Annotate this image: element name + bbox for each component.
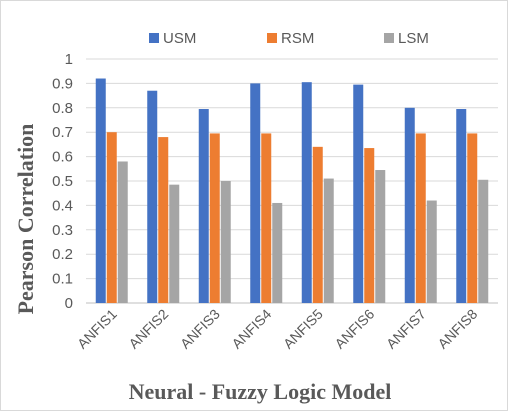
bars xyxy=(95,78,489,304)
bar-usm-anfis2 xyxy=(147,90,158,303)
bar-lsm-anfis8 xyxy=(478,179,489,303)
legend-label-lsm: LSM xyxy=(398,30,429,47)
y-tick-label: 0.3 xyxy=(52,222,73,239)
x-tick-label: ANFIS4 xyxy=(228,306,274,352)
x-tick-label: ANFIS2 xyxy=(125,306,171,352)
bar-lsm-anfis5 xyxy=(323,178,334,303)
legend: USM RSM LSM xyxy=(149,30,429,47)
y-tick-label: 0.1 xyxy=(52,271,73,288)
x-tick-label: ANFIS3 xyxy=(177,306,223,352)
legend-label-usm: USM xyxy=(163,30,196,47)
bar-rsm-anfis5 xyxy=(312,146,323,303)
bar-usm-anfis5 xyxy=(301,82,312,304)
y-tick-label: 0.7 xyxy=(52,124,73,141)
bar-lsm-anfis3 xyxy=(220,181,231,303)
x-tick-label: ANFIS5 xyxy=(280,306,326,352)
legend-swatch-lsm xyxy=(384,33,394,43)
y-tick-label: 0.6 xyxy=(52,149,73,166)
legend-swatch-usm xyxy=(149,33,159,43)
bar-rsm-anfis7 xyxy=(415,133,426,303)
x-axis-title: Neural - Fuzzy Logic Model xyxy=(129,379,392,404)
x-axis-ticks: ANFIS1 ANFIS2 ANFIS3 ANFIS4 ANFIS5 ANFIS6 ANFI… xyxy=(74,306,481,352)
bar-lsm-anfis1 xyxy=(117,161,128,303)
bar-lsm-anfis6 xyxy=(375,170,386,303)
y-axis-ticks: 0 0.1 0.2 0.3 0.4 0.5 0.6 0.7 0.8 0.9 1 xyxy=(52,51,73,312)
y-tick-label: 0.5 xyxy=(52,173,73,190)
x-tick-label: ANFIS6 xyxy=(331,306,377,352)
bar-usm-anfis4 xyxy=(250,83,261,304)
y-tick-label: 0 xyxy=(65,295,73,312)
bar-rsm-anfis1 xyxy=(106,132,117,303)
bar-lsm-anfis2 xyxy=(169,184,180,303)
bar-lsm-anfis4 xyxy=(272,202,283,303)
x-tick-label: ANFIS8 xyxy=(434,306,480,352)
bar-rsm-anfis3 xyxy=(209,133,220,303)
bar-rsm-anfis6 xyxy=(364,148,375,303)
bar-usm-anfis7 xyxy=(404,107,415,303)
bar-rsm-anfis2 xyxy=(158,137,169,303)
bar-usm-anfis1 xyxy=(95,78,106,304)
y-tick-label: 0.9 xyxy=(52,75,73,92)
y-tick-label: 0.8 xyxy=(52,100,73,117)
x-tick-label: ANFIS7 xyxy=(383,306,429,352)
y-tick-label: 0.4 xyxy=(52,197,73,214)
legend-swatch-rsm xyxy=(267,33,277,43)
bar-rsm-anfis8 xyxy=(467,133,478,303)
y-tick-label: 1 xyxy=(65,51,73,68)
y-tick-label: 0.2 xyxy=(52,246,73,263)
bar-usm-anfis3 xyxy=(198,109,209,304)
y-axis-title: Pearson Correlation xyxy=(13,124,38,315)
bar-usm-anfis8 xyxy=(456,109,467,304)
bar-lsm-anfis7 xyxy=(426,200,437,303)
legend-label-rsm: RSM xyxy=(281,30,314,47)
x-tick-label: ANFIS1 xyxy=(74,306,120,352)
bar-rsm-anfis4 xyxy=(261,133,272,303)
bar-usm-anfis6 xyxy=(353,84,364,304)
